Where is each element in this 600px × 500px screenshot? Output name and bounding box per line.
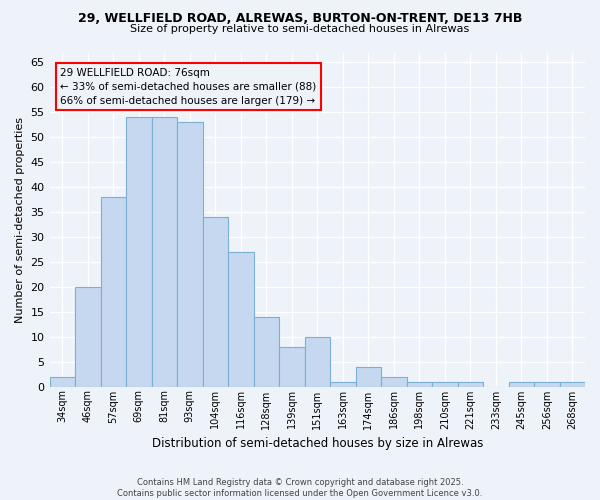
Bar [458,382,483,386]
Text: Size of property relative to semi-detached houses in Alrewas: Size of property relative to semi-detach… [130,24,470,34]
Bar [432,382,458,386]
Bar [101,197,126,386]
Bar [356,366,381,386]
Bar [126,118,152,386]
Text: 29, WELLFIELD ROAD, ALREWAS, BURTON-ON-TRENT, DE13 7HB: 29, WELLFIELD ROAD, ALREWAS, BURTON-ON-T… [78,12,522,26]
Bar [203,217,228,386]
Bar [279,346,305,387]
Bar [509,382,534,386]
Bar [177,122,203,386]
Bar [330,382,356,386]
Bar [560,382,585,386]
X-axis label: Distribution of semi-detached houses by size in Alrewas: Distribution of semi-detached houses by … [152,437,483,450]
Text: Contains HM Land Registry data © Crown copyright and database right 2025.
Contai: Contains HM Land Registry data © Crown c… [118,478,482,498]
Bar [50,376,75,386]
Bar [75,287,101,386]
Bar [381,376,407,386]
Bar [152,118,177,386]
Bar [407,382,432,386]
Y-axis label: Number of semi-detached properties: Number of semi-detached properties [15,116,25,322]
Text: 29 WELLFIELD ROAD: 76sqm
← 33% of semi-detached houses are smaller (88)
66% of s: 29 WELLFIELD ROAD: 76sqm ← 33% of semi-d… [60,68,317,106]
Bar [534,382,560,386]
Bar [228,252,254,386]
Bar [305,336,330,386]
Bar [254,316,279,386]
